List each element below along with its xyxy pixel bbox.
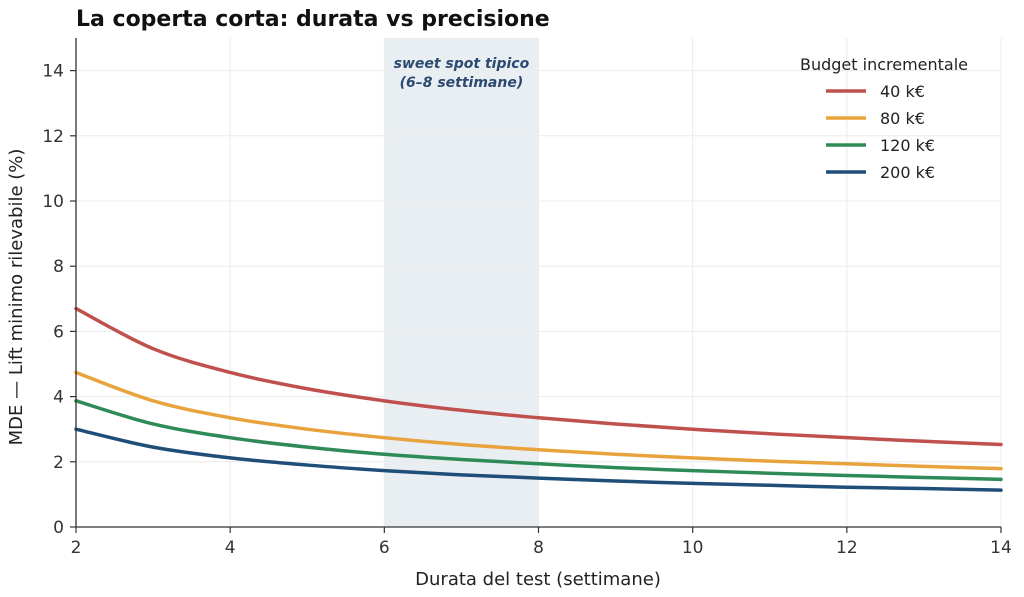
shaded-region bbox=[384, 38, 539, 527]
y-tick-label: 12 bbox=[42, 127, 64, 147]
y-tick-label: 14 bbox=[42, 62, 64, 82]
y-tick-label: 2 bbox=[53, 453, 64, 473]
legend-label-2: 120 k€ bbox=[880, 136, 935, 155]
y-tick-label: 8 bbox=[53, 257, 64, 277]
y-axis-label: MDE — Lift minimo rilevabile (%) bbox=[6, 149, 27, 446]
series-line-3 bbox=[74, 427, 1003, 492]
y-axis-ticks: 0 2 4 6 8 10 12 14 bbox=[42, 62, 76, 538]
x-tick-label: 2 bbox=[71, 538, 82, 558]
y-tick-label: 6 bbox=[53, 322, 64, 342]
x-tick-label: 8 bbox=[533, 538, 544, 558]
chart-title: La coperta corta: durata vs precisione bbox=[76, 7, 550, 32]
x-tick-label: 12 bbox=[836, 538, 858, 558]
series-line-2 bbox=[74, 399, 1003, 482]
x-tick-label: 4 bbox=[225, 538, 236, 558]
series-line-0 bbox=[74, 306, 1003, 447]
y-tick-label: 0 bbox=[53, 518, 64, 538]
legend-label-3: 200 k€ bbox=[880, 163, 935, 182]
series-line-1 bbox=[74, 370, 1003, 471]
y-tick-label: 4 bbox=[53, 388, 64, 408]
x-tick-label: 14 bbox=[990, 538, 1012, 558]
shaded-region-annotation: sweet spot tipico (6–8 settimane) bbox=[394, 56, 530, 91]
legend-label-0: 40 k€ bbox=[880, 82, 925, 101]
shaded-region-rect bbox=[384, 38, 539, 527]
x-axis-label: Durata del test (settimane) bbox=[415, 569, 661, 590]
shaded-region-label-line1: sweet spot tipico bbox=[394, 56, 530, 72]
legend-label-1: 80 k€ bbox=[880, 109, 925, 128]
y-tick-label: 10 bbox=[42, 192, 64, 212]
series-lines bbox=[74, 306, 1003, 492]
legend-title: Budget incrementale bbox=[800, 55, 968, 74]
x-tick-label: 6 bbox=[379, 538, 390, 558]
legend: Budget incrementale 40 k€ 80 k€ 120 k€ 200 … bbox=[800, 55, 968, 182]
x-axis-ticks: 2 4 6 8 10 12 14 bbox=[71, 527, 1012, 558]
x-tick-label: 10 bbox=[682, 538, 704, 558]
shaded-region-label-line2: (6–8 settimane) bbox=[400, 75, 524, 91]
